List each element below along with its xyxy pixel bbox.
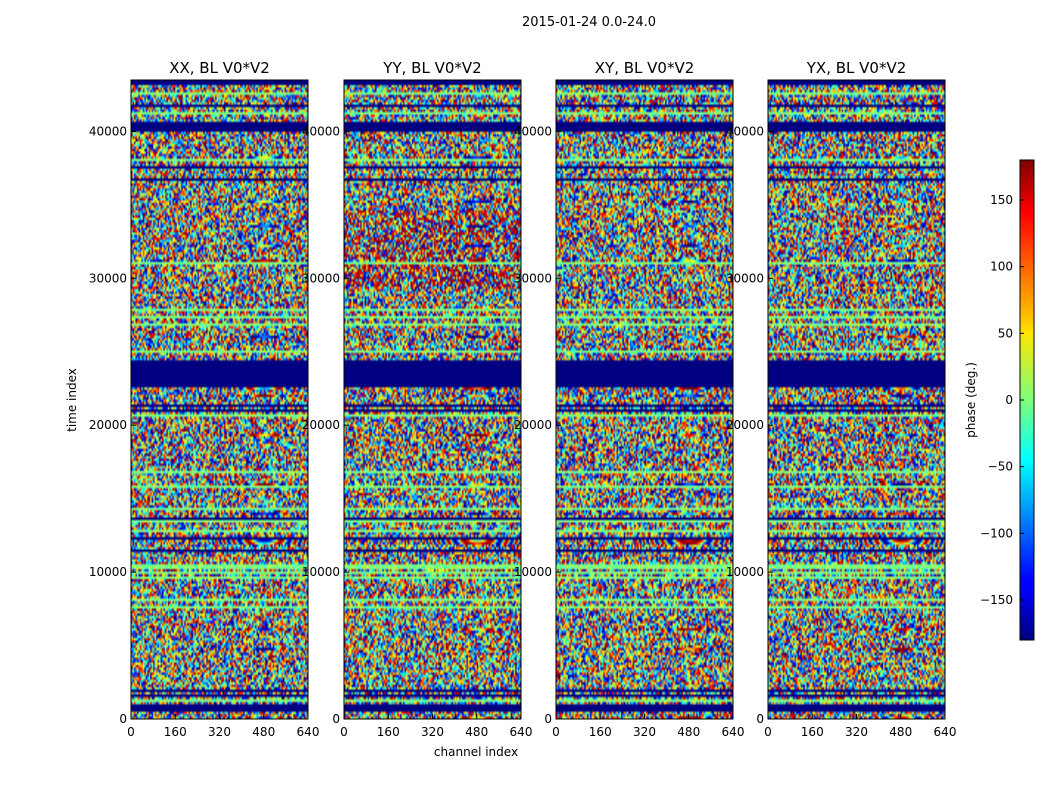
x-tick-label: 320 — [421, 725, 444, 739]
phase-heatmap — [344, 80, 521, 719]
y-tick-label: 40000 — [302, 124, 340, 138]
x-tick-label: 480 — [889, 725, 912, 739]
y-tick-label: 0 — [332, 712, 340, 726]
x-tick-label: 0 — [764, 725, 772, 739]
x-axis-label: channel index — [434, 745, 518, 759]
colorbar-tick-label: −150 — [980, 593, 1013, 607]
x-tick-label: 0 — [340, 725, 348, 739]
colorbar: 150 100 50 0 −50 −100 −150 phase (deg.) — [964, 159, 1035, 641]
colorbar-tick-label: 0 — [1005, 393, 1013, 407]
colorbar-tick-label: 50 — [998, 326, 1013, 340]
x-tick-label: 640 — [934, 725, 957, 739]
x-tick-label: 480 — [677, 725, 700, 739]
panel-1: XX, BL V0*V2 0 160 320 480 640 0 10000 20000 3000… — [89, 59, 320, 739]
panel-title: YX, BL V0*V2 — [806, 59, 907, 77]
phase-heatmap — [556, 80, 733, 719]
y-tick-label: 30000 — [514, 271, 552, 285]
panel-title: XY, BL V0*V2 — [595, 59, 695, 77]
x-tick-label: 480 — [252, 725, 275, 739]
figure-suptitle: 2015-01-24 0.0-24.0 — [522, 15, 656, 30]
colorbar-tick-label: −50 — [988, 460, 1013, 474]
x-tick-label: 0 — [552, 725, 560, 739]
x-tick-label: 320 — [845, 725, 868, 739]
x-tick-label: 320 — [208, 725, 231, 739]
phase-heatmap — [768, 80, 945, 719]
colorbar-tick-label: −100 — [980, 526, 1013, 540]
panel-title: XX, BL V0*V2 — [169, 59, 270, 77]
colorbar-tick-label: 100 — [990, 260, 1013, 274]
y-tick-label: 10000 — [302, 565, 340, 579]
y-axis-label: time index — [65, 368, 79, 432]
phase-heatmap — [131, 80, 308, 719]
y-tick-label: 40000 — [514, 124, 552, 138]
panel-2: YY, BL V0*V2 0 160 320 480 640 0 10000 20000 3000… — [302, 59, 533, 739]
x-tick-label: 160 — [589, 725, 612, 739]
x-tick-label: 640 — [297, 725, 320, 739]
y-tick-label: 10000 — [89, 565, 127, 579]
panel-title: YY, BL V0*V2 — [382, 59, 481, 77]
y-tick-label: 0 — [544, 712, 552, 726]
y-tick-label: 0 — [119, 712, 127, 726]
y-tick-label: 10000 — [514, 565, 552, 579]
y-tick-label: 30000 — [302, 271, 340, 285]
x-tick-label: 640 — [510, 725, 533, 739]
y-tick-label: 40000 — [89, 124, 127, 138]
x-tick-label: 160 — [377, 725, 400, 739]
x-tick-label: 640 — [722, 725, 745, 739]
panel-4: YX, BL V0*V2 0 160 320 480 640 0 10000 20000 3000… — [726, 59, 957, 739]
colorbar-ticks: 150 100 50 0 −50 −100 −150 — [980, 193, 1024, 607]
x-tick-label: 160 — [164, 725, 187, 739]
y-tick-label: 20000 — [726, 418, 764, 432]
y-tick-label: 20000 — [89, 418, 127, 432]
x-tick-label: 480 — [465, 725, 488, 739]
y-tick-label: 30000 — [726, 271, 764, 285]
panels: XX, BL V0*V2 0 160 320 480 640 0 10000 20000 3000… — [89, 59, 957, 739]
y-tick-label: 10000 — [726, 565, 764, 579]
panel-3: XY, BL V0*V2 0 160 320 480 640 0 10000 20000 3000… — [514, 59, 745, 739]
x-tick-label: 160 — [801, 725, 824, 739]
y-tick-label: 20000 — [514, 418, 552, 432]
colorbar-tick-label: 150 — [990, 193, 1013, 207]
y-tick-label: 20000 — [302, 418, 340, 432]
colorbar-label: phase (deg.) — [964, 362, 978, 438]
y-tick-label: 0 — [756, 712, 764, 726]
x-tick-label: 0 — [127, 725, 135, 739]
y-tick-label: 30000 — [89, 271, 127, 285]
x-tick-label: 320 — [633, 725, 656, 739]
y-tick-label: 40000 — [726, 124, 764, 138]
